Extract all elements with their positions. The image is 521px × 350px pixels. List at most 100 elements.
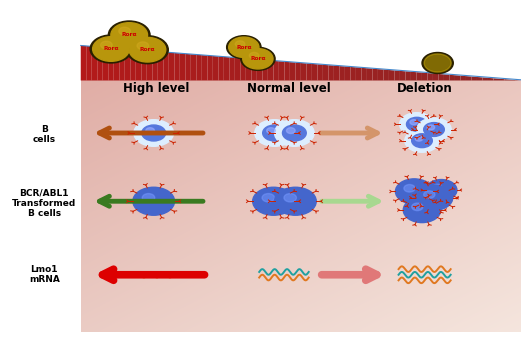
Polygon shape [141, 50, 147, 80]
Circle shape [424, 54, 451, 72]
Circle shape [406, 117, 427, 131]
Polygon shape [97, 47, 103, 80]
Polygon shape [367, 68, 373, 80]
Polygon shape [86, 46, 92, 80]
Polygon shape [81, 46, 86, 80]
Circle shape [432, 184, 442, 191]
Circle shape [127, 36, 168, 64]
Text: Deletion: Deletion [396, 82, 453, 95]
Polygon shape [488, 78, 493, 80]
Circle shape [284, 194, 296, 202]
Polygon shape [328, 65, 334, 80]
Polygon shape [461, 76, 466, 80]
Circle shape [243, 49, 273, 69]
Circle shape [415, 136, 423, 141]
Polygon shape [125, 49, 130, 80]
Polygon shape [202, 55, 207, 80]
Circle shape [426, 180, 457, 201]
Polygon shape [317, 64, 323, 81]
Circle shape [241, 47, 275, 70]
Circle shape [227, 36, 261, 59]
Polygon shape [158, 51, 163, 80]
Polygon shape [499, 79, 504, 80]
Text: Lmo1
mRNA: Lmo1 mRNA [29, 265, 60, 285]
Text: Normal level: Normal level [247, 82, 331, 95]
Polygon shape [218, 56, 224, 80]
Polygon shape [378, 69, 383, 80]
Polygon shape [477, 77, 482, 80]
Circle shape [412, 203, 423, 211]
Polygon shape [323, 65, 328, 80]
Text: BCR/ABL1
Transformed
B cells: BCR/ABL1 Transformed B cells [12, 188, 77, 218]
Circle shape [255, 120, 294, 146]
Text: Rorα: Rorα [140, 47, 155, 52]
Polygon shape [394, 70, 400, 80]
Polygon shape [119, 49, 125, 80]
Polygon shape [284, 62, 290, 80]
Circle shape [146, 128, 155, 134]
Polygon shape [411, 72, 416, 80]
Polygon shape [130, 49, 136, 80]
Polygon shape [207, 56, 213, 80]
Circle shape [282, 125, 306, 141]
Circle shape [400, 113, 434, 136]
Polygon shape [466, 76, 472, 80]
Polygon shape [246, 58, 251, 80]
Polygon shape [339, 66, 345, 81]
Text: Rorα: Rorα [121, 33, 137, 37]
Circle shape [405, 129, 439, 152]
Circle shape [133, 187, 175, 215]
Circle shape [427, 125, 435, 130]
Polygon shape [147, 51, 152, 80]
Polygon shape [362, 68, 367, 80]
Circle shape [287, 128, 295, 134]
Polygon shape [169, 52, 175, 80]
Polygon shape [405, 71, 411, 80]
Circle shape [93, 37, 129, 61]
Circle shape [404, 184, 415, 192]
Polygon shape [224, 57, 229, 80]
Polygon shape [493, 78, 499, 81]
Text: Rorα: Rorα [103, 47, 119, 51]
Polygon shape [103, 47, 108, 80]
Circle shape [424, 191, 435, 198]
Polygon shape [433, 74, 439, 80]
Text: Rorα: Rorα [236, 45, 252, 50]
Circle shape [142, 125, 166, 141]
Circle shape [249, 52, 259, 59]
Circle shape [412, 134, 432, 148]
Polygon shape [306, 63, 312, 80]
Circle shape [424, 122, 444, 136]
Circle shape [415, 185, 453, 210]
Polygon shape [257, 60, 263, 80]
Polygon shape [251, 59, 257, 80]
Circle shape [410, 120, 417, 125]
Text: B
cells: B cells [33, 125, 56, 145]
Circle shape [235, 41, 245, 47]
Circle shape [267, 128, 276, 134]
Circle shape [134, 120, 173, 146]
Text: Rorα: Rorα [250, 56, 266, 61]
Circle shape [119, 27, 130, 35]
Circle shape [142, 194, 155, 202]
Polygon shape [334, 66, 339, 80]
Polygon shape [301, 63, 306, 80]
Circle shape [417, 118, 451, 141]
Polygon shape [163, 52, 169, 80]
Polygon shape [422, 73, 427, 80]
Circle shape [275, 187, 316, 215]
Circle shape [229, 37, 259, 57]
Polygon shape [356, 67, 362, 80]
Polygon shape [136, 50, 141, 80]
Polygon shape [345, 66, 351, 80]
Polygon shape [312, 64, 317, 80]
Polygon shape [175, 53, 180, 80]
Circle shape [263, 125, 287, 141]
Polygon shape [290, 62, 295, 80]
Circle shape [101, 41, 112, 49]
Polygon shape [504, 79, 510, 81]
Polygon shape [450, 75, 455, 80]
Polygon shape [455, 75, 461, 80]
Polygon shape [268, 60, 274, 80]
Circle shape [262, 194, 275, 202]
